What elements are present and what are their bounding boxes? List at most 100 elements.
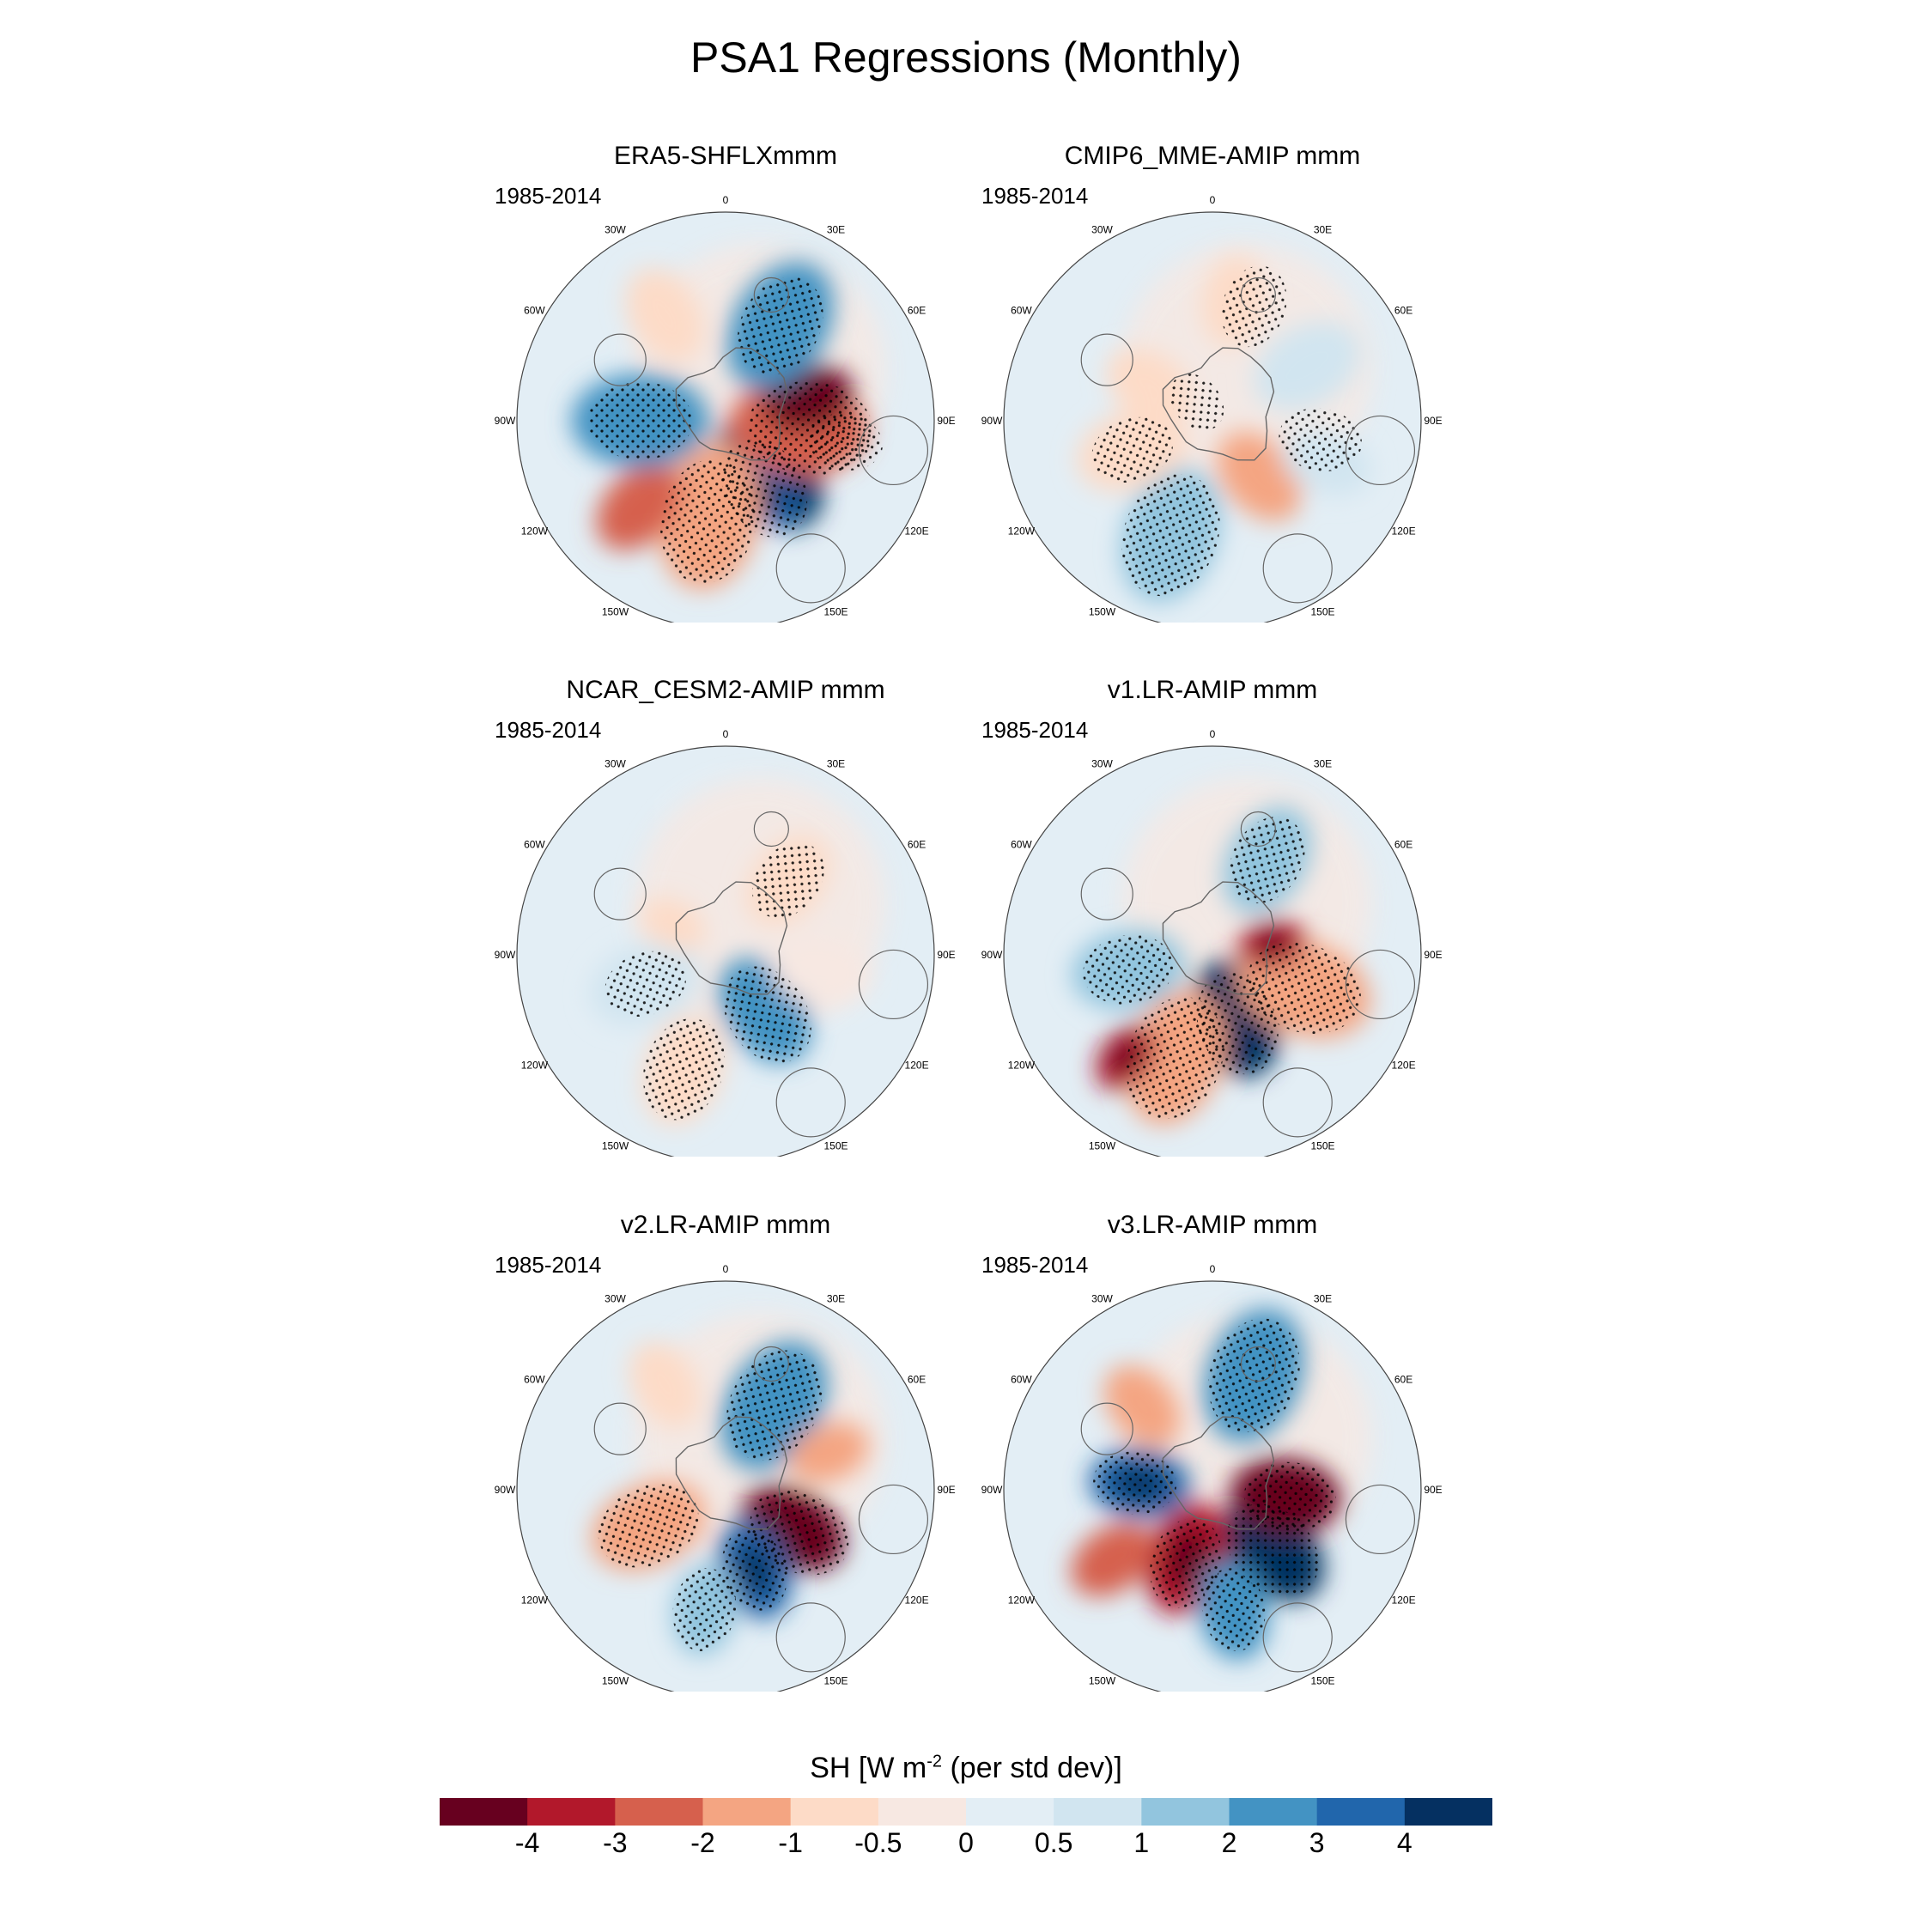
significance-stipple <box>1279 408 1362 472</box>
longitude-label: 150E <box>1310 1675 1334 1687</box>
longitude-label: 30E <box>1314 757 1332 769</box>
longitude-label: 120W <box>1008 526 1036 538</box>
significance-stipple <box>726 1350 823 1461</box>
longitude-label: 120W <box>1008 1595 1036 1607</box>
longitude-label: 150W <box>1089 1675 1116 1687</box>
longitude-label: 120W <box>1008 1060 1036 1072</box>
colorbar-swatch <box>1141 1798 1230 1826</box>
continent-outline <box>1262 1067 1333 1138</box>
continent-outline <box>1345 949 1416 1020</box>
colorbar-tick: 0 <box>958 1827 974 1858</box>
longitude-label: 90E <box>937 415 955 427</box>
significance-stipple <box>808 413 884 471</box>
colorbar-tick: 1 <box>1133 1827 1150 1858</box>
longitude-label: 0 <box>723 194 729 206</box>
longitude-label: 90W <box>981 415 1003 427</box>
significance-stipple <box>1091 416 1174 483</box>
longitude-label: 30W <box>1091 757 1113 769</box>
antarctica-coastline <box>675 1416 788 1530</box>
antarctica-coastline <box>1162 1416 1275 1530</box>
longitude-label: 0 <box>1210 1263 1216 1275</box>
anomaly-blob <box>1254 321 1361 410</box>
longitude-label: 150E <box>823 1675 848 1687</box>
map-border <box>1003 211 1422 623</box>
significance-stipple <box>1093 1451 1177 1515</box>
panel-period: 1985-2014 <box>495 183 602 209</box>
panel-title: ERA5-SHFLXmmm <box>613 142 838 170</box>
continent-outline <box>858 415 929 486</box>
significance-stipple <box>1221 265 1287 348</box>
longitude-label: 90E <box>937 949 955 961</box>
colorbar-swatch <box>1404 1798 1492 1826</box>
colorbar-tick: -4 <box>514 1827 540 1858</box>
significance-stipple <box>737 276 823 375</box>
longitude-label: 60W <box>524 1374 545 1386</box>
colorbar-swatch <box>878 1798 967 1826</box>
panel-title: v2.LR-AMIP mmm <box>620 1211 831 1239</box>
colorbar-swatch <box>790 1798 879 1826</box>
continent-outline <box>753 811 789 848</box>
significance-stipple <box>1083 934 1175 1005</box>
colorbar-swatch <box>527 1798 616 1826</box>
significance-stipple <box>598 1484 699 1568</box>
colorbar-swatch <box>966 1798 1054 1826</box>
significance-stipple <box>1247 942 1361 1035</box>
colorbar-swatch <box>1054 1798 1142 1826</box>
continent-outline <box>1240 276 1276 313</box>
polar-map: 030E60E90E120E150E180150W120W90W60W30W <box>981 1263 1443 1692</box>
map-border <box>516 1280 935 1692</box>
longitude-label: 30W <box>605 1292 626 1304</box>
colorbar-swatch <box>440 1798 528 1826</box>
continent-outline <box>775 1602 846 1673</box>
panel-period: 1985-2014 <box>495 717 602 743</box>
significance-stipple <box>751 842 824 919</box>
polar-map: 030E60E90E120E150E180150W120W90W60W30W <box>495 1263 956 1692</box>
anomaly-blob <box>1103 1365 1181 1447</box>
continent-outline <box>1080 333 1133 386</box>
significance-stipple <box>588 381 693 460</box>
longitude-label: 90W <box>495 949 516 961</box>
longitude-label: 30W <box>1091 1292 1113 1304</box>
panel-period: 1985-2014 <box>981 183 1089 209</box>
longitude-label: 0 <box>1210 194 1216 206</box>
continent-outline <box>775 1067 846 1138</box>
longitude-label: 150W <box>602 1675 629 1687</box>
significance-stipple <box>721 1528 788 1611</box>
longitude-label: 120E <box>905 1595 929 1607</box>
longitude-label: 60E <box>1394 1374 1413 1386</box>
significance-stipple <box>1208 1318 1300 1433</box>
significance-stipple <box>1170 374 1224 431</box>
longitude-label: 60W <box>1011 305 1032 317</box>
longitude-label: 90W <box>495 1484 516 1496</box>
longitude-label: 0 <box>723 728 729 740</box>
map-panel: CMIP6_MME-AMIP mmm 1985-2014 0 30E 60E 90E 120… <box>968 142 1457 623</box>
longitude-label: 30E <box>827 757 845 769</box>
colorbar-swatch <box>702 1798 792 1826</box>
significance-stipple <box>1244 1461 1336 1532</box>
colorbar-tick: -3 <box>603 1827 628 1858</box>
longitude-label: 0 <box>1210 728 1216 740</box>
antarctica-coastline <box>675 347 788 461</box>
panel-title: v3.LR-AMIP mmm <box>1107 1211 1318 1239</box>
colorbar-swatch <box>1316 1798 1406 1826</box>
colorbar-swatch <box>1229 1798 1318 1826</box>
polar-map: 030E60E90E120E150E180150W120W90W60W30W <box>495 728 956 1157</box>
longitude-label: 90E <box>937 1484 955 1496</box>
longitude-label: 30W <box>605 757 626 769</box>
longitude-label: 150W <box>1089 1140 1116 1152</box>
colorbar <box>440 1798 1492 1826</box>
continent-outline <box>1262 1602 1333 1673</box>
map-border <box>516 211 935 623</box>
continent-outline <box>1240 1346 1276 1382</box>
longitude-label: 60W <box>1011 1374 1032 1386</box>
significance-stipple <box>660 459 756 584</box>
figure-title: PSA1 Regressions (Monthly) <box>690 33 1242 82</box>
longitude-label: 60E <box>1394 305 1413 317</box>
significance-stipple <box>1150 1518 1222 1608</box>
continent-outline <box>1262 533 1333 604</box>
longitude-label: 30W <box>1091 223 1113 235</box>
map-border <box>1003 745 1422 1157</box>
longitude-label: 150E <box>1310 606 1334 618</box>
continent-outline <box>858 949 929 1020</box>
panel-period: 1985-2014 <box>981 717 1089 743</box>
